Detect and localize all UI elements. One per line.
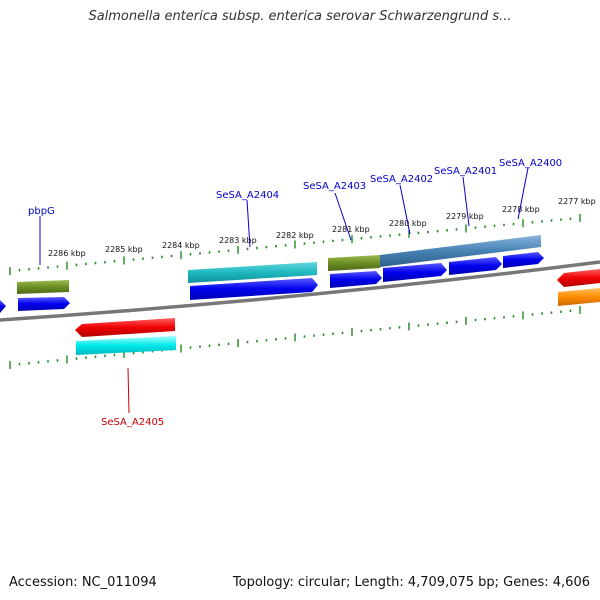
- label-SeSA_A2403[interactable]: SeSA_A2403: [303, 181, 366, 192]
- gene-SeSA_A2404-cyan[interactable]: [188, 262, 317, 283]
- gene-red-right[interactable]: [557, 269, 600, 287]
- gene-SeSA_A2403[interactable]: [328, 255, 380, 271]
- gene-orange-right[interactable]: [558, 288, 600, 306]
- gene-SeSA_A2405[interactable]: [75, 318, 175, 337]
- gene-arrow[interactable]: [0, 300, 6, 313]
- gene-pbpG[interactable]: [17, 280, 69, 294]
- gene-SeSA_A2402[interactable]: [383, 263, 447, 282]
- reverse-genes: [75, 269, 600, 355]
- tick-label: 2279 kbp: [446, 212, 484, 221]
- tick-label: 2282 kbp: [276, 231, 314, 240]
- genome-info-text: Topology: circular; Length: 4,709,075 bp…: [232, 575, 590, 590]
- label-SeSA_A2400[interactable]: SeSA_A2400: [499, 158, 562, 169]
- gene-arrow[interactable]: [330, 271, 382, 288]
- gene-SeSA_A2400[interactable]: [503, 252, 544, 268]
- callout-SeSA_A2402: [399, 184, 411, 235]
- gene-SeSA_A2401[interactable]: [449, 257, 502, 275]
- forward-genes: [17, 235, 541, 294]
- label-SeSA_A2404[interactable]: SeSA_A2404: [216, 190, 279, 201]
- tick-label: 2284 kbp: [162, 241, 200, 250]
- genome-backbone: [0, 260, 600, 322]
- label-SeSA_A2402[interactable]: SeSA_A2402: [370, 174, 433, 185]
- label-SeSA_A2401[interactable]: SeSA_A2401: [434, 166, 497, 177]
- accession-text: Accession: NC_011094: [9, 575, 157, 590]
- lower-tick-ring: [9, 305, 581, 370]
- tick-label: 2281 kbp: [332, 225, 370, 234]
- tick-label: 2277 kbp: [558, 197, 596, 206]
- callout-SeSA_A2404: [246, 199, 251, 248]
- tick-label: 2285 kbp: [105, 245, 143, 254]
- label-SeSA_A2405[interactable]: SeSA_A2405: [101, 417, 164, 428]
- gene-SeSA_A2401-2400[interactable]: [380, 235, 541, 267]
- blue-gene-row: [0, 252, 544, 313]
- callout-SeSA_A2401: [462, 176, 470, 227]
- map-title: Salmonella enterica subsp. enterica sero…: [88, 9, 512, 24]
- tick-label: 2278 kbp: [502, 205, 540, 214]
- gene-cyan-reverse[interactable]: [76, 336, 176, 355]
- label-pbpG[interactable]: pbpG: [28, 206, 55, 217]
- gene-SeSA_A2404[interactable]: [190, 278, 318, 300]
- callout-SeSA_A2403: [334, 192, 352, 241]
- tick-label: 2286 kbp: [48, 249, 86, 258]
- callout-SeSA_A2400: [517, 167, 529, 220]
- gene-labels: pbpG SeSA_A2404 SeSA_A2403 SeSA_A2402 Se…: [28, 158, 562, 428]
- gene-arrow[interactable]: [18, 297, 70, 311]
- callout-SeSA_A2405: [127, 367, 130, 414]
- tick-label: 2283 kbp: [219, 236, 257, 245]
- callout-lines: [39, 167, 529, 414]
